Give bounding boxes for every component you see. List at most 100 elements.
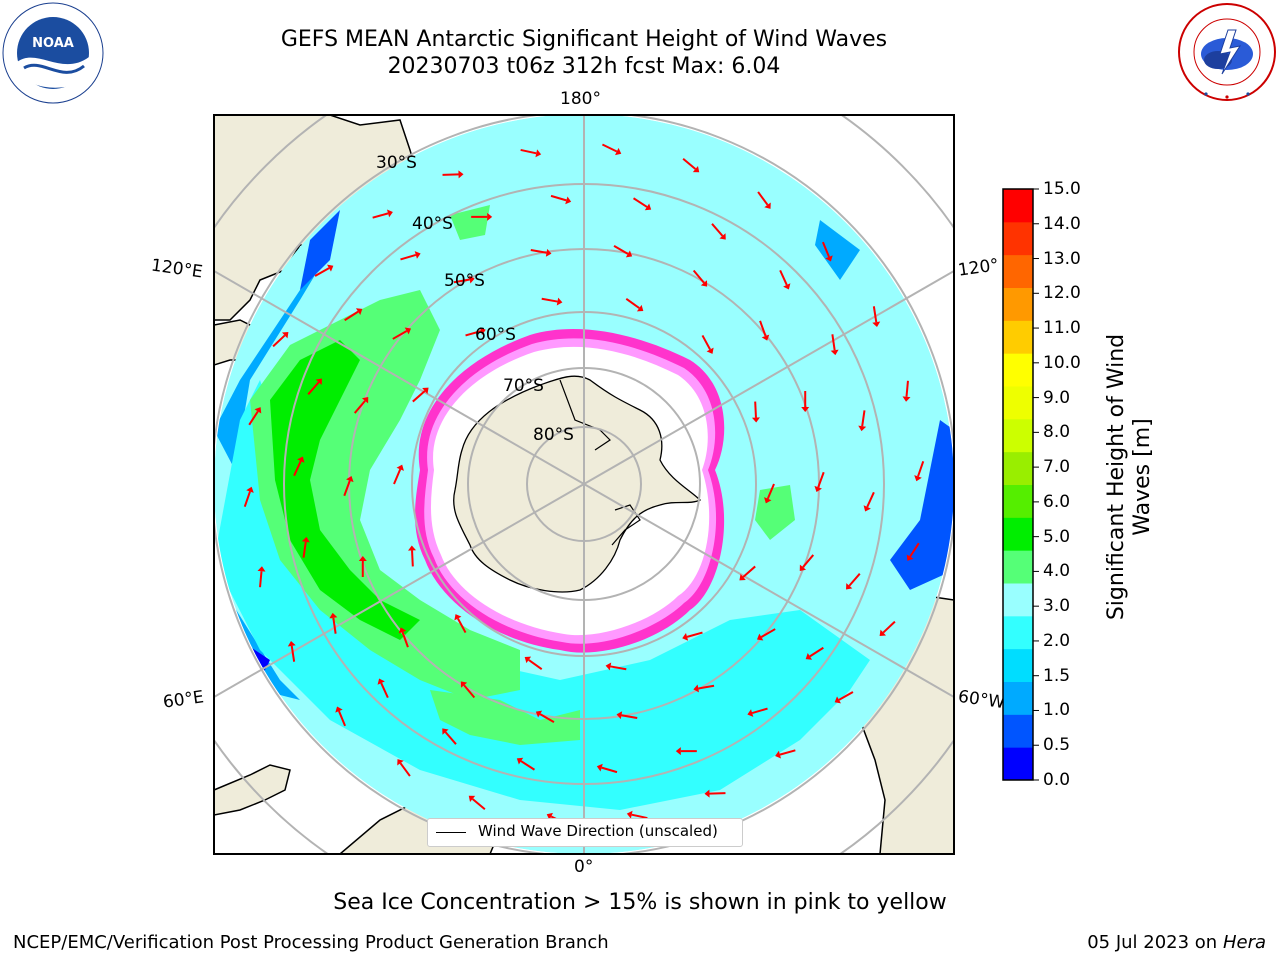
wind-wave-arrow [757, 191, 771, 209]
wind-wave-arrow [372, 209, 393, 219]
wind-wave-arrow [799, 554, 815, 571]
wind-wave-arrow [535, 710, 555, 723]
wind-wave-arrow [801, 390, 810, 412]
wind-wave-arrow [846, 573, 861, 590]
wind-wave-arrow [454, 614, 467, 634]
colorbar-tick-label: 5.0 [1043, 526, 1071, 547]
wind-wave-arrow [625, 297, 644, 312]
wind-wave-arrow [596, 763, 618, 774]
noaa-logo-text: NOAA [32, 36, 74, 51]
wind-wave-arrow [541, 297, 563, 306]
map-legend: Wind Wave Direction (unscaled) [427, 818, 743, 847]
wind-wave-arrow [530, 248, 552, 257]
colorbar-title-line1: Significant Height of Wind [1104, 333, 1129, 621]
wind-wave-arrow [314, 264, 334, 277]
wind-wave-arrow [307, 378, 322, 395]
footer-date: 05 Jul 2023 on Hera [1087, 932, 1266, 953]
colorbar-title-line2: Waves [m] [1130, 418, 1155, 536]
wind-wave-arrow [872, 306, 881, 328]
lon-label-180: 180° [560, 89, 601, 109]
footer-host: Hera [1222, 932, 1266, 953]
wind-wave-arrow [392, 327, 412, 340]
wind-wave-arrow [906, 542, 920, 561]
africa-land [214, 764, 291, 816]
map-frame [213, 114, 955, 855]
wind-wave-arrow [830, 334, 839, 356]
wind-wave-arrow [711, 223, 726, 240]
wind-wave-arrow [626, 810, 648, 820]
wind-wave-arrow [613, 245, 633, 258]
wind-wave-arrow [471, 212, 493, 221]
wind-wave-arrow [675, 747, 697, 756]
wind-wave-arrow [834, 691, 854, 704]
wind-wave-arrow [520, 148, 542, 158]
colorbar-tick-label: 0.5 [1043, 735, 1071, 756]
wind-wave-arrow [393, 464, 404, 485]
wind-wave-arrow [605, 662, 627, 671]
wind-wave-arrow [398, 627, 409, 648]
lat-label-70s: 70°S [503, 376, 544, 396]
wind-wave-arrow [516, 757, 536, 771]
wind-wave-arrow [751, 401, 760, 423]
colorbar-tick-label: 1.5 [1043, 665, 1071, 686]
wind-wave-arrow [879, 620, 896, 636]
lon-label-0: 0° [574, 857, 594, 877]
wind-wave-arrow [412, 387, 429, 403]
wind-wave-arrow [442, 728, 457, 745]
wind-wave-arrow [287, 640, 296, 662]
wind-wave-arrow [301, 536, 310, 558]
colorbar-tick-label: 8.0 [1043, 422, 1071, 443]
wind-wave-arrow [468, 795, 486, 810]
colorbar-tick-label: 0.0 [1043, 770, 1071, 790]
footer-credit: NCEP/EMC/Verification Post Processing Pr… [13, 932, 609, 953]
wind-wave-arrow [821, 241, 833, 262]
wind-wave-arrow [632, 197, 652, 211]
wind-wave-arrow [257, 566, 266, 588]
wind-wave-arrow [248, 407, 262, 426]
wind-wave-arrow [601, 143, 622, 156]
lat-label-30s: 30°S [376, 153, 417, 173]
colorbar-tick-label: 13.0 [1043, 248, 1081, 269]
chart-subtitle: 20230703 t06z 312h fcst Max: 6.04 [387, 54, 781, 79]
wind-wave-arrow [524, 656, 543, 671]
colorbar-tick-label: 14.0 [1043, 213, 1081, 234]
sea-ice-caption: Sea Ice Concentration > 15% is shown in … [333, 890, 947, 915]
wind-wave-arrow [293, 456, 305, 477]
wind-wave-arrow [358, 556, 367, 578]
lat-label-60s: 60°S [475, 325, 516, 345]
lat-label-50s: 50°S [444, 271, 485, 291]
wind-wave-arrow [863, 491, 875, 512]
colorbar-tick-label: 4.0 [1043, 561, 1071, 582]
legend-line-sample [436, 832, 466, 833]
wind-wave-arrow [756, 628, 776, 641]
nws-logo [1178, 3, 1276, 101]
wind-wave-arrow [759, 320, 770, 341]
wind-wave-arrow [858, 410, 867, 432]
wind-wave-arrow [693, 684, 715, 693]
wind-wave-arrow [739, 565, 756, 581]
wind-wave-arrow [344, 308, 363, 322]
wind-wave-arrow [805, 646, 824, 660]
footer-date-text: 05 Jul 2023 on [1087, 932, 1223, 953]
legend-label: Wind Wave Direction (unscaled) [478, 822, 718, 840]
colorbar-tick-label: 2.0 [1043, 630, 1071, 651]
wind-wave-arrow [814, 471, 825, 492]
wind-wave-arrow [465, 327, 486, 337]
wind-wave-arrow [704, 789, 726, 798]
colorbar-title: Significant Height of Wind Waves [m] [1104, 317, 1156, 637]
wind-wave-arrow [550, 194, 572, 205]
wind-wave-arrow [764, 483, 775, 504]
wind-wave-arrow [914, 461, 925, 482]
wind-wave-arrow [377, 678, 389, 699]
colorbar-tick-label: 10.0 [1043, 352, 1081, 373]
lat-label-40s: 40°S [412, 214, 453, 234]
wind-wave-arrow [353, 397, 369, 414]
colorbar-tick-label: 12.0 [1043, 283, 1081, 304]
wind-wave-arrow [243, 486, 254, 507]
wind-wave-arrow [775, 749, 796, 759]
wind-wave-arrow [442, 170, 464, 179]
wind-wave-arrow [682, 631, 703, 641]
wind-wave-arrow [329, 612, 338, 634]
wind-wave-arrow [682, 158, 700, 173]
